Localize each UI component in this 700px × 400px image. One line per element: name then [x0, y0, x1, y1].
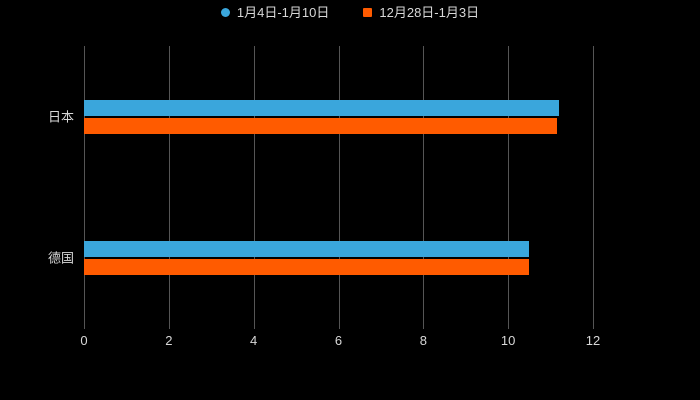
legend-item-series-1[interactable]: 1月4日-1月10日 [220, 5, 330, 20]
gridline [423, 46, 425, 329]
x-axis-tick-label: 4 [250, 333, 258, 348]
y-axis-tick-label: 德国 [47, 250, 74, 266]
y-axis-tick: 德国 [0, 252, 74, 271]
square-marker-icon [363, 8, 373, 17]
x-axis-tick-label: 12 [585, 333, 601, 348]
gridline [593, 46, 594, 329]
bar[interactable] [84, 241, 530, 258]
legend-label-series-2: 12月28日-1月3日 [379, 5, 480, 20]
chart-legend: 1月4日-1月10日 12月28日-1月3日 [0, 6, 700, 19]
x-axis-tick-label: 6 [334, 333, 343, 348]
bar[interactable] [84, 99, 560, 116]
bar[interactable] [84, 259, 530, 276]
x-axis-tick-label: 8 [419, 333, 427, 348]
x-axis-tick-label: 10 [500, 333, 516, 348]
y-axis-tick-label: 日本 [47, 109, 74, 125]
x-axis-tick-label: 0 [80, 333, 88, 348]
bar[interactable] [84, 117, 557, 134]
plot-area [84, 46, 594, 329]
circle-marker-icon [220, 8, 230, 17]
y-axis-tick: 日本 [0, 110, 74, 130]
gridline [508, 46, 510, 329]
gridline [253, 46, 255, 329]
gridline [168, 46, 170, 329]
legend-item-series-2[interactable]: 12月28日-1月3日 [363, 6, 479, 19]
gridline [338, 46, 340, 329]
x-axis-tick-label: 2 [165, 333, 173, 348]
gridline [84, 46, 85, 329]
legend-label-series-1: 1月4日-1月10日 [236, 5, 330, 20]
